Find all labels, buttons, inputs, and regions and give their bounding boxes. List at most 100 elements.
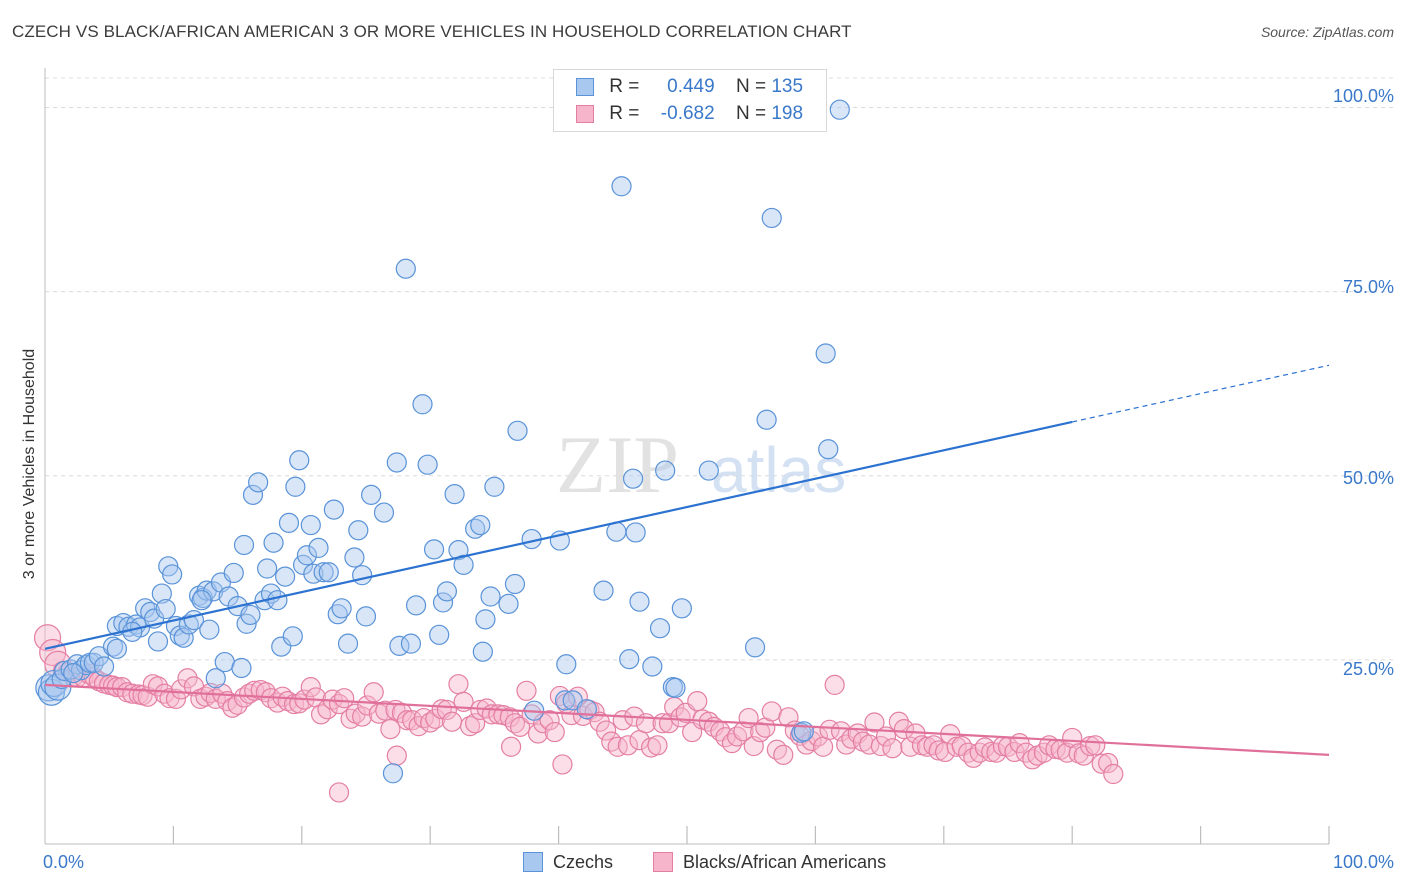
blacks-point-101 <box>596 720 617 741</box>
czechs-point-81 <box>395 258 416 279</box>
blacks-point-151 <box>882 738 903 759</box>
blacks-points <box>33 624 1124 803</box>
czechs-point-28 <box>162 564 183 585</box>
czechs-point-72 <box>337 633 359 654</box>
blacks-point-75 <box>448 674 469 695</box>
stats-row-czechs: R = 0.449 N = 135 <box>576 76 803 98</box>
czechs-point-25 <box>151 583 172 604</box>
czechs-point-84 <box>412 394 433 415</box>
blacks-point-148 <box>864 712 885 733</box>
czechs-point-134 <box>191 590 212 611</box>
n-label: N = <box>735 76 767 97</box>
czechs-point-97 <box>480 586 501 607</box>
czechs-point-89 <box>436 581 457 602</box>
watermark-atlas: atlas <box>711 434 846 506</box>
blacks-point-139 <box>813 736 834 757</box>
n-label: N = <box>735 103 767 124</box>
czechs-point-83 <box>405 595 427 616</box>
blacks-point-78 <box>465 713 486 734</box>
czechs-point-12 <box>88 646 110 667</box>
czechs-point-60 <box>285 476 306 497</box>
czechs-point-52 <box>257 558 278 579</box>
blacks-point-133 <box>778 707 799 728</box>
czechs-point-95 <box>472 641 493 662</box>
r-label: R = <box>609 103 640 124</box>
czechs-point-24 <box>147 631 169 652</box>
blacks-point-87 <box>516 680 537 701</box>
czechs-point-112 <box>619 649 640 670</box>
czechs-point-26 <box>155 598 176 620</box>
czechs-point-74 <box>348 520 369 541</box>
czechs-point-78 <box>373 502 395 523</box>
czechs-point-70 <box>327 604 348 625</box>
blacks-trend-line <box>44 683 1330 756</box>
czechs-point-50 <box>248 472 269 493</box>
czechs-point-69 <box>323 499 344 520</box>
axes <box>44 68 1330 845</box>
czechs-point-132 <box>63 663 84 684</box>
czechs-point-68 <box>318 562 339 583</box>
blacks-point-73 <box>436 699 457 721</box>
czechs-point-111 <box>611 176 632 197</box>
czechs-point-98 <box>484 476 505 497</box>
czechs-point-128 <box>815 343 836 364</box>
blacks-swatch <box>576 104 594 123</box>
blacks-point-162 <box>946 736 967 757</box>
blacks-point-186 <box>1085 735 1106 756</box>
czechs-point-96 <box>475 609 496 630</box>
r-value: 0.449 <box>667 76 715 97</box>
blacks-point-86 <box>509 716 531 737</box>
czechs-trend-line <box>44 420 1073 650</box>
blacks-point-187 <box>1091 753 1112 774</box>
czechs-point-63 <box>296 545 318 566</box>
czechs-point-67 <box>313 562 334 583</box>
blacks-point-26 <box>171 679 192 700</box>
blacks-point-110 <box>647 735 668 756</box>
czechs-point-79 <box>386 452 407 473</box>
czechs-point-86 <box>423 539 445 560</box>
blacks-point-142 <box>830 721 852 742</box>
blacks-point-192 <box>500 736 522 757</box>
czechs-point-57 <box>275 566 296 587</box>
blacks-point-0 <box>33 624 62 652</box>
czechs-point-123 <box>744 637 766 658</box>
czechs-point-2 <box>40 669 68 698</box>
czechs-point-77 <box>361 484 382 505</box>
czechs-point-59 <box>282 626 303 647</box>
czechs-point-115 <box>629 591 650 612</box>
blacks-point-49 <box>300 677 321 698</box>
czechs-point-66 <box>308 537 329 559</box>
y-tick-label-25: 25.0% <box>1342 659 1394 679</box>
czechs-point-64 <box>300 514 321 536</box>
blacks-point-66 <box>396 710 418 731</box>
y-tick-label-100: 100.0% <box>1332 86 1394 106</box>
czechs-point-46 <box>233 534 255 556</box>
blacks-point-99 <box>584 702 605 723</box>
blacks-point-190 <box>386 745 407 766</box>
r-value: -0.682 <box>660 103 715 124</box>
blacks-point-153 <box>893 718 915 740</box>
czechs-point-49 <box>242 484 264 505</box>
czechs-point-90 <box>444 484 465 505</box>
blacks-point-122 <box>715 727 736 748</box>
czechs-point-43 <box>223 562 244 584</box>
blacks-point-125 <box>733 721 754 742</box>
czechs-point-127 <box>793 721 814 742</box>
blacks-point-20 <box>137 686 158 707</box>
blacks-point-74 <box>441 711 463 732</box>
czechs-swatch <box>576 77 594 96</box>
blacks-point-62 <box>375 700 396 721</box>
czechs-point-58 <box>278 512 300 533</box>
czechs-point-76 <box>355 606 377 627</box>
blacks-point-92 <box>544 721 565 743</box>
czechs-point-22 <box>140 601 161 623</box>
blacks-point-193 <box>552 754 573 775</box>
czechs-point-106 <box>556 654 577 675</box>
czechs-point-39 <box>205 668 226 689</box>
blacks-point-132 <box>773 744 794 765</box>
stats-legend: R = 0.449 N = 135 R = -0.682 N = 198 <box>553 69 827 132</box>
blacks-point-168 <box>981 741 1002 763</box>
czechs-point-130 <box>829 99 850 120</box>
czechs-point-56 <box>271 636 292 657</box>
czechs-point-124 <box>756 409 777 430</box>
